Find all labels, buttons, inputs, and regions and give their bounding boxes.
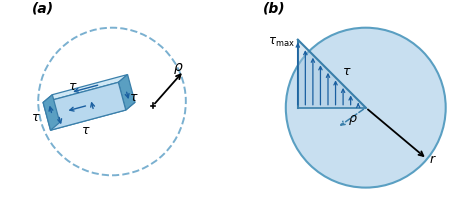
Text: $r$: $r$	[429, 152, 437, 165]
Text: $\tau_{\max}$: $\tau_{\max}$	[268, 36, 295, 49]
Text: $\rho$: $\rho$	[348, 113, 358, 127]
Circle shape	[286, 29, 446, 188]
Text: $\tau$: $\tau$	[342, 65, 352, 78]
Text: $\tau$: $\tau$	[128, 90, 138, 103]
Text: $\tau$: $\tau$	[31, 110, 40, 123]
Text: $\tau$: $\tau$	[68, 80, 77, 92]
Polygon shape	[43, 75, 128, 103]
Text: $\tau$: $\tau$	[82, 123, 91, 136]
Polygon shape	[43, 95, 60, 131]
Polygon shape	[298, 40, 366, 108]
Polygon shape	[43, 83, 126, 131]
Polygon shape	[51, 103, 135, 131]
Polygon shape	[118, 75, 135, 111]
Text: (b): (b)	[263, 1, 286, 15]
Text: $\rho$: $\rho$	[173, 60, 183, 75]
Text: (a): (a)	[32, 1, 54, 15]
